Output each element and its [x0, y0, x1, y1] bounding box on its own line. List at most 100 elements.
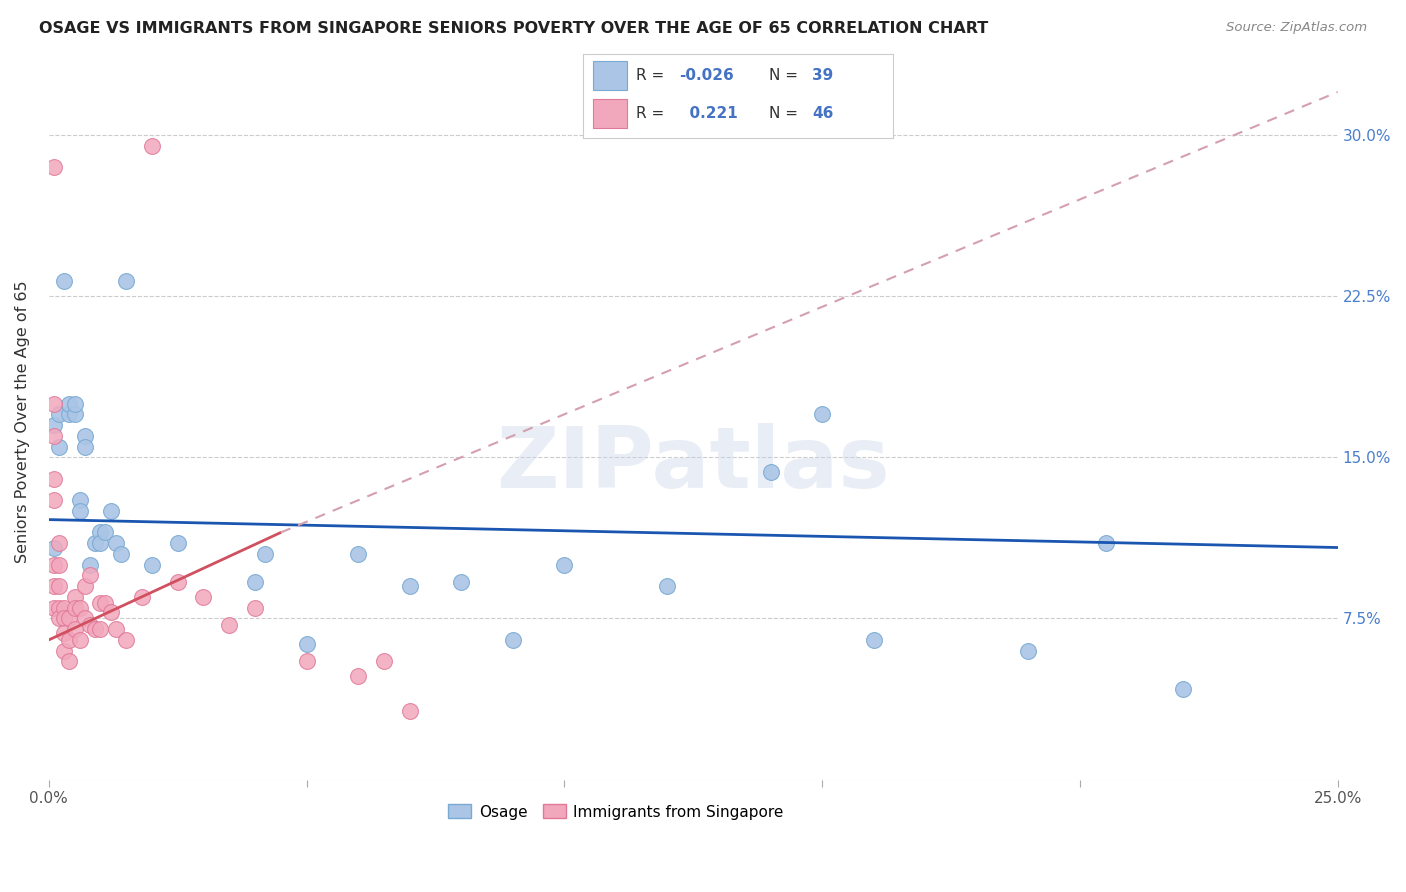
- Point: [48, 611, 70, 625]
- Point: [79, 618, 101, 632]
- Point: [254, 547, 277, 561]
- Point: [63, 600, 86, 615]
- Point: [450, 574, 472, 589]
- Point: [100, 605, 122, 619]
- Point: [94, 525, 117, 540]
- Y-axis label: Seniors Poverty Over the Age of 65: Seniors Poverty Over the Age of 65: [15, 280, 30, 563]
- Point: [502, 632, 524, 647]
- Point: [811, 407, 834, 421]
- Text: ZIPatlas: ZIPatlas: [496, 424, 890, 507]
- Point: [553, 558, 575, 572]
- Point: [243, 600, 266, 615]
- Point: [104, 622, 127, 636]
- Point: [89, 525, 111, 540]
- Text: OSAGE VS IMMIGRANTS FROM SINGAPORE SENIORS POVERTY OVER THE AGE OF 65 CORRELATIO: OSAGE VS IMMIGRANTS FROM SINGAPORE SENIO…: [39, 21, 988, 36]
- Point: [89, 596, 111, 610]
- Point: [89, 536, 111, 550]
- Text: -0.026: -0.026: [679, 68, 734, 83]
- Point: [141, 558, 163, 572]
- Point: [48, 558, 70, 572]
- Point: [115, 632, 138, 647]
- Point: [42, 396, 65, 410]
- Point: [398, 579, 420, 593]
- Point: [243, 574, 266, 589]
- Text: N =: N =: [769, 68, 799, 83]
- Point: [166, 574, 188, 589]
- Point: [862, 632, 884, 647]
- Point: [42, 541, 65, 555]
- Legend: Osage, Immigrants from Singapore: Osage, Immigrants from Singapore: [441, 798, 790, 826]
- Point: [42, 493, 65, 508]
- Point: [63, 622, 86, 636]
- Point: [48, 407, 70, 421]
- Point: [347, 669, 370, 683]
- Text: N =: N =: [769, 106, 799, 121]
- Point: [218, 618, 240, 632]
- Text: 46: 46: [813, 106, 834, 121]
- Point: [58, 611, 80, 625]
- Point: [73, 429, 96, 443]
- Point: [42, 600, 65, 615]
- Point: [84, 622, 107, 636]
- Point: [58, 396, 80, 410]
- Point: [115, 274, 138, 288]
- Point: [104, 536, 127, 550]
- Text: Source: ZipAtlas.com: Source: ZipAtlas.com: [1226, 21, 1367, 34]
- Point: [42, 418, 65, 433]
- Point: [79, 568, 101, 582]
- Point: [398, 704, 420, 718]
- Point: [58, 407, 80, 421]
- Point: [48, 600, 70, 615]
- Point: [53, 643, 76, 657]
- Point: [53, 626, 76, 640]
- Point: [100, 504, 122, 518]
- Point: [373, 655, 395, 669]
- Text: 0.221: 0.221: [679, 106, 738, 121]
- Point: [48, 536, 70, 550]
- Point: [79, 558, 101, 572]
- Point: [42, 160, 65, 174]
- Point: [73, 440, 96, 454]
- Point: [347, 547, 370, 561]
- Point: [42, 429, 65, 443]
- Point: [69, 632, 91, 647]
- Point: [69, 600, 91, 615]
- Point: [69, 504, 91, 518]
- FancyBboxPatch shape: [593, 99, 627, 128]
- Text: R =: R =: [636, 68, 664, 83]
- Point: [48, 579, 70, 593]
- Point: [69, 493, 91, 508]
- Point: [73, 611, 96, 625]
- Text: R =: R =: [636, 106, 664, 121]
- Point: [63, 590, 86, 604]
- Point: [53, 611, 76, 625]
- Point: [295, 655, 318, 669]
- Point: [759, 466, 782, 480]
- Point: [1171, 682, 1194, 697]
- Point: [58, 655, 80, 669]
- Point: [53, 274, 76, 288]
- Point: [1017, 643, 1039, 657]
- Point: [58, 632, 80, 647]
- Point: [166, 536, 188, 550]
- Point: [141, 138, 163, 153]
- Point: [73, 579, 96, 593]
- Text: 39: 39: [813, 68, 834, 83]
- Point: [63, 396, 86, 410]
- Point: [42, 472, 65, 486]
- Point: [110, 547, 132, 561]
- Point: [89, 622, 111, 636]
- Point: [295, 637, 318, 651]
- Point: [131, 590, 153, 604]
- Point: [63, 407, 86, 421]
- Point: [42, 558, 65, 572]
- Point: [42, 579, 65, 593]
- FancyBboxPatch shape: [593, 62, 627, 90]
- Point: [657, 579, 679, 593]
- Point: [48, 440, 70, 454]
- Point: [94, 596, 117, 610]
- Point: [53, 600, 76, 615]
- Point: [84, 536, 107, 550]
- Point: [1094, 536, 1116, 550]
- Point: [193, 590, 215, 604]
